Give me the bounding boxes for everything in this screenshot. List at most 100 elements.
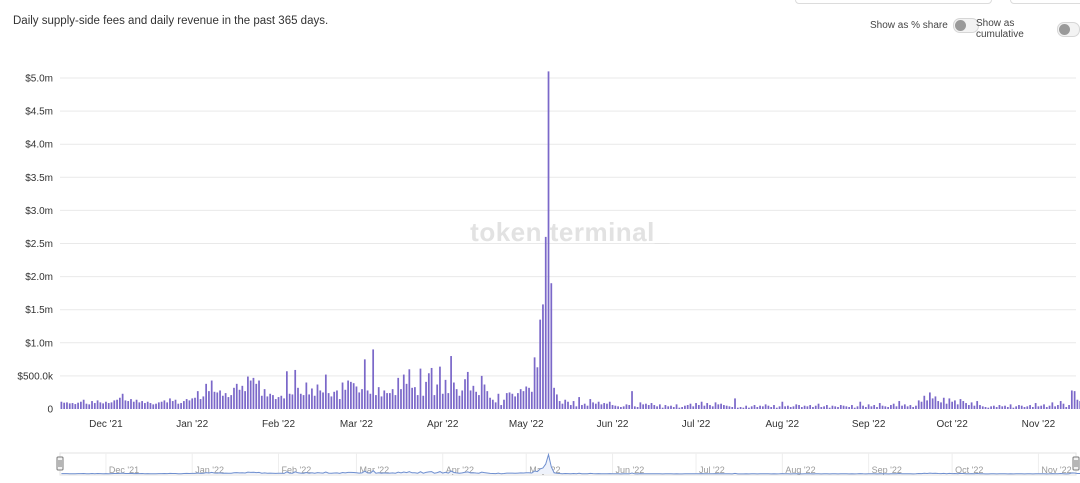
share-toggle-label: Show as % share <box>870 20 948 31</box>
bar <box>920 401 923 409</box>
bar <box>575 406 578 409</box>
bar <box>864 407 867 409</box>
bar <box>405 383 408 409</box>
bar <box>586 405 589 409</box>
bar <box>973 405 976 409</box>
bar <box>402 374 405 409</box>
bar <box>458 395 461 409</box>
bar <box>1029 405 1031 409</box>
bar <box>174 399 177 409</box>
bar <box>130 399 132 409</box>
bar <box>118 397 121 409</box>
bar <box>547 71 550 409</box>
bar <box>742 407 745 409</box>
cumulative-toggle-label: Show as cumulative <box>976 18 1024 40</box>
bar <box>848 407 851 409</box>
bar <box>141 401 143 409</box>
bar <box>536 367 539 409</box>
bar <box>344 389 347 409</box>
bar <box>828 407 831 409</box>
bar <box>152 404 155 409</box>
bar <box>85 403 88 409</box>
bar <box>734 398 736 409</box>
y-tick-label: $4.0m <box>25 140 53 151</box>
bar <box>77 402 79 409</box>
bar <box>753 405 756 409</box>
bar <box>372 349 375 409</box>
bar <box>1012 407 1015 409</box>
share-toggle-group[interactable]: Show as % share <box>870 18 979 33</box>
y-tick-label: $3.0m <box>25 206 53 217</box>
y-axis-ticks: 0 $500.0k $1.0m $1.5m $2.0m $2.5m $3.0m $3.5m $4… <box>17 74 54 416</box>
bar <box>366 390 369 409</box>
bar <box>235 383 238 409</box>
bar <box>266 396 269 409</box>
navigator-tick-label: Sep '22 <box>872 465 902 475</box>
bar <box>169 398 171 409</box>
bar <box>873 405 876 409</box>
bar <box>600 404 603 409</box>
bar <box>962 401 965 409</box>
bar <box>906 406 909 409</box>
bar <box>823 406 825 409</box>
bar <box>948 398 951 409</box>
bar <box>216 392 219 409</box>
bar <box>430 367 433 409</box>
bar <box>720 403 722 409</box>
bar <box>789 407 792 409</box>
bar <box>491 399 494 409</box>
bar <box>661 407 664 409</box>
bar <box>820 407 823 409</box>
bar <box>569 405 572 409</box>
bar <box>898 401 901 409</box>
bar <box>703 405 706 409</box>
bar <box>68 403 71 409</box>
bar <box>383 390 386 409</box>
x-tick-label: Dec '21 <box>89 419 123 430</box>
bar <box>230 395 233 409</box>
cumulative-toggle-group[interactable]: Show as cumulative <box>976 18 1080 40</box>
bar <box>286 371 288 409</box>
bar <box>71 403 74 409</box>
bar <box>1037 406 1040 409</box>
share-toggle[interactable] <box>952 18 979 33</box>
chart-subtitle: Daily supply-side fees and daily revenue… <box>13 15 329 27</box>
bar <box>931 398 934 409</box>
bar <box>756 407 759 409</box>
bar <box>714 402 717 409</box>
bar <box>475 391 478 409</box>
bar <box>132 401 135 409</box>
bar <box>572 401 575 409</box>
bar <box>787 405 789 409</box>
bar <box>800 407 803 409</box>
bar <box>581 405 583 409</box>
bar <box>208 391 210 409</box>
bar <box>567 401 569 409</box>
bar <box>745 405 748 409</box>
bar <box>127 401 130 409</box>
bar <box>631 391 633 409</box>
bar <box>1026 406 1029 409</box>
bar <box>419 368 422 409</box>
bar-series <box>60 71 1080 409</box>
bar <box>427 373 430 409</box>
bar <box>241 385 244 409</box>
bar <box>210 380 213 409</box>
cumulative-toggle[interactable] <box>1057 21 1080 37</box>
bar <box>394 395 397 409</box>
bar <box>455 389 458 409</box>
bar <box>311 388 313 409</box>
bar <box>926 400 928 409</box>
bar <box>219 390 221 409</box>
bar <box>461 390 464 409</box>
bar <box>260 395 263 409</box>
bar <box>1073 391 1076 409</box>
bar <box>1043 404 1045 409</box>
navigator-handle[interactable] <box>56 456 64 471</box>
bar <box>155 403 157 409</box>
navigator-handle[interactable] <box>1072 456 1080 471</box>
bar <box>620 407 622 409</box>
bar <box>979 405 981 409</box>
